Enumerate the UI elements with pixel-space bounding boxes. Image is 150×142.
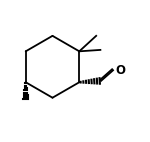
Text: O: O xyxy=(116,63,126,77)
